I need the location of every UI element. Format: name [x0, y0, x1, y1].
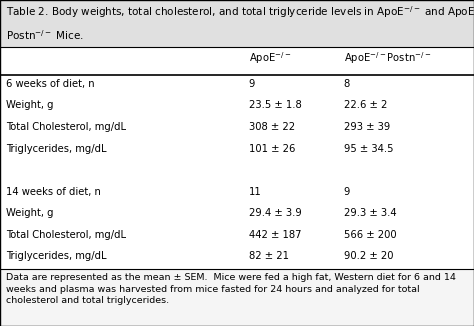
Text: 90.2 ± 20: 90.2 ± 20 — [344, 251, 393, 261]
Text: 442 ± 187: 442 ± 187 — [249, 230, 301, 240]
Text: 23.5 ± 1.8: 23.5 ± 1.8 — [249, 100, 301, 111]
Text: 29.4 ± 3.9: 29.4 ± 3.9 — [249, 208, 301, 218]
Text: Postn$^{-/-}$ Mice.: Postn$^{-/-}$ Mice. — [6, 28, 84, 42]
Text: 9: 9 — [249, 79, 255, 89]
Text: Triglycerides, mg/dL: Triglycerides, mg/dL — [6, 251, 106, 261]
Text: Data are represented as the mean ± SEM.  Mice were fed a high fat, Western diet : Data are represented as the mean ± SEM. … — [6, 273, 456, 305]
Text: 8: 8 — [344, 79, 350, 89]
Text: 29.3 ± 3.4: 29.3 ± 3.4 — [344, 208, 396, 218]
Text: Weight, g: Weight, g — [6, 100, 53, 111]
Text: Triglycerides, mg/dL: Triglycerides, mg/dL — [6, 143, 106, 154]
Text: 101 ± 26: 101 ± 26 — [249, 143, 295, 154]
Text: 14 weeks of diet, n: 14 weeks of diet, n — [6, 187, 100, 197]
Text: 293 ± 39: 293 ± 39 — [344, 122, 390, 132]
Text: ApoE$^{-/-}$Postn$^{-/-}$: ApoE$^{-/-}$Postn$^{-/-}$ — [344, 50, 431, 66]
Text: Table 2. Body weights, total cholesterol, and total triglyceride levels in ApoE$: Table 2. Body weights, total cholesterol… — [6, 4, 474, 20]
Text: 6 weeks of diet, n: 6 weeks of diet, n — [6, 79, 94, 89]
Text: 566 ± 200: 566 ± 200 — [344, 230, 396, 240]
Text: Total Cholesterol, mg/dL: Total Cholesterol, mg/dL — [6, 230, 126, 240]
Text: Total Cholesterol, mg/dL: Total Cholesterol, mg/dL — [6, 122, 126, 132]
Text: 82 ± 21: 82 ± 21 — [249, 251, 289, 261]
Text: 308 ± 22: 308 ± 22 — [249, 122, 295, 132]
Text: 22.6 ± 2: 22.6 ± 2 — [344, 100, 387, 111]
Bar — [0, 0, 474, 47]
Text: 11: 11 — [249, 187, 262, 197]
Text: ApoE$^{-/-}$: ApoE$^{-/-}$ — [249, 50, 292, 66]
Text: Weight, g: Weight, g — [6, 208, 53, 218]
Bar — [0, 75, 474, 269]
Text: 95 ± 34.5: 95 ± 34.5 — [344, 143, 393, 154]
Bar — [0, 269, 474, 326]
Text: 9: 9 — [344, 187, 350, 197]
Bar — [0, 47, 474, 75]
